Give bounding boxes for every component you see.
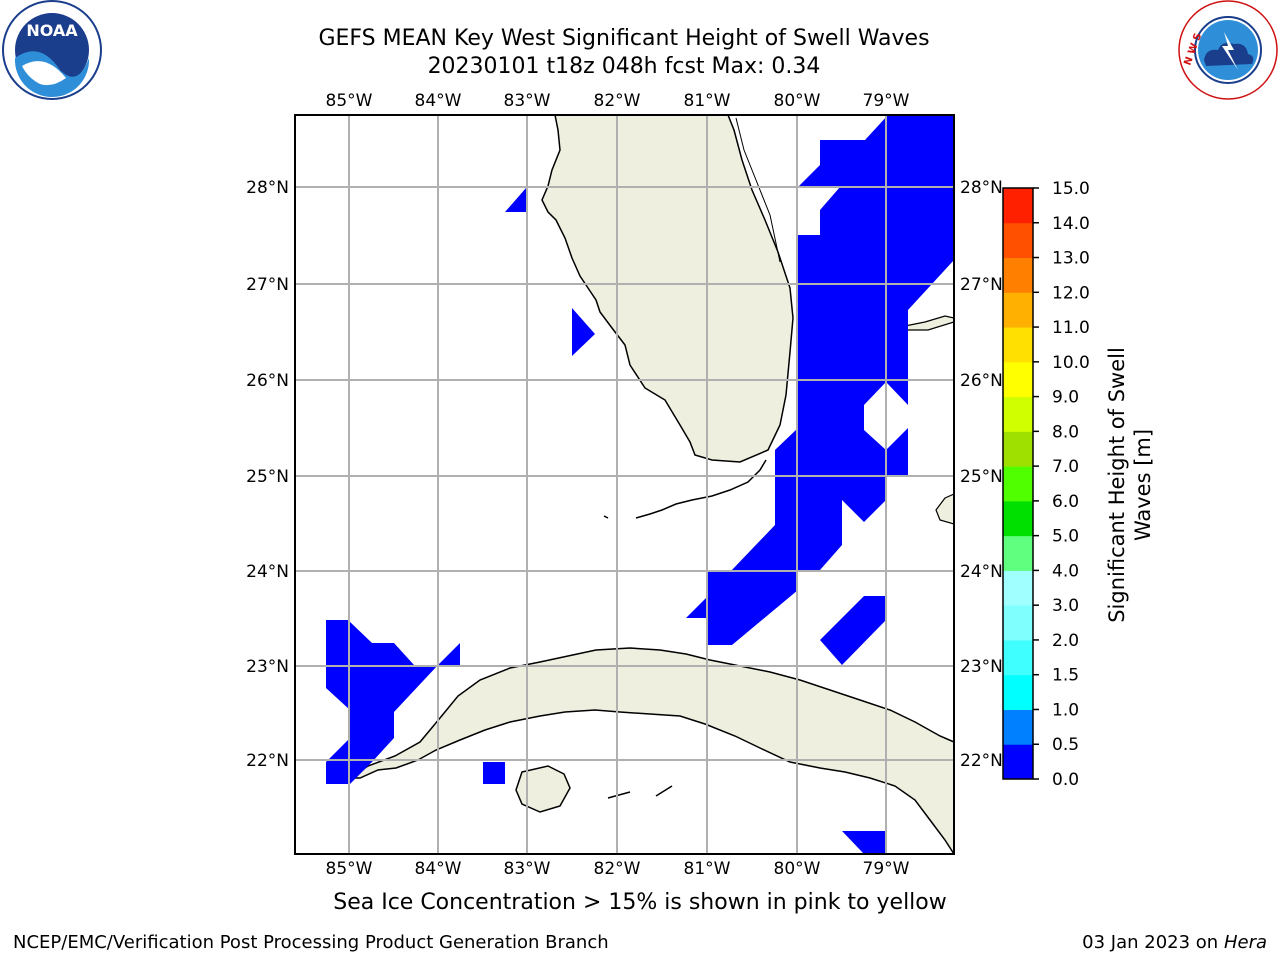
colorbar-tick-label: 7.0 xyxy=(1052,457,1079,477)
colorbar-tick-label: 11.0 xyxy=(1052,318,1090,338)
lon-label: 85°W xyxy=(326,859,373,879)
lat-label: 25°N xyxy=(246,467,289,487)
colorbar-tick-label: 2.0 xyxy=(1052,631,1079,651)
lon-label: 83°W xyxy=(504,91,551,111)
lat-label: 27°N xyxy=(246,275,289,295)
nws-logo-icon: N W S xyxy=(1178,0,1278,100)
footer-date: 03 Jan 2023 on Hera xyxy=(1082,932,1267,953)
lon-label: 84°W xyxy=(415,859,462,879)
colorbar-tick-label: 3.0 xyxy=(1052,596,1079,616)
lat-label: 24°N xyxy=(960,562,1003,582)
colorbar-swatch xyxy=(1003,605,1033,641)
noaa-logo-icon: NOAA xyxy=(2,0,102,100)
colorbar-label-units: Waves [m] xyxy=(1131,429,1155,541)
colorbar-tick-label: 0.5 xyxy=(1052,735,1079,755)
colorbar-tick-label: 4.0 xyxy=(1052,561,1079,581)
lat-label: 24°N xyxy=(246,562,289,582)
colorbar-swatch xyxy=(1003,744,1033,780)
noaa-logo-text: NOAA xyxy=(26,21,78,40)
lon-label: 83°W xyxy=(504,859,551,879)
footer-org: NCEP/EMC/Verification Post Processing Pr… xyxy=(13,932,609,953)
lat-label: 23°N xyxy=(960,657,1003,677)
lat-label: 28°N xyxy=(960,178,1003,198)
lon-label: 82°W xyxy=(594,91,641,111)
map-gridlines xyxy=(295,115,954,854)
lon-label: 79°W xyxy=(863,859,910,879)
footer-host: Hera xyxy=(1223,932,1267,953)
lon-label: 81°W xyxy=(684,859,731,879)
colorbar-ticks: 0.0 0.5 1.0 1.5 2.0 3.0 4.0 5.0 6.0 7.0 8.0 9.0 10.0… xyxy=(1033,179,1090,790)
lon-label: 79°W xyxy=(863,91,910,111)
colorbar-tick-label: 1.5 xyxy=(1052,666,1079,686)
colorbar-tick-label: 1.0 xyxy=(1052,700,1079,720)
lon-labels-top: 85°W 84°W 83°W 82°W 81°W 80°W 79°W xyxy=(326,91,910,111)
lon-labels-bottom: 85°W 84°W 83°W 82°W 81°W 80°W 79°W xyxy=(326,859,910,879)
map-subtitle: 20230101 t18z 048h fcst Max: 0.34 xyxy=(427,54,821,79)
lat-labels-left: 28°N 27°N 26°N 25°N 24°N 23°N 22°N xyxy=(246,178,289,771)
map-frame xyxy=(294,114,955,855)
colorbar-swatch xyxy=(1003,466,1033,502)
lat-label: 22°N xyxy=(960,751,1003,771)
lat-label: 25°N xyxy=(960,467,1003,487)
colorbar-tick-label: 8.0 xyxy=(1052,422,1079,442)
colorbar-tick-label: 14.0 xyxy=(1052,214,1090,234)
colorbar-tick-label: 0.0 xyxy=(1052,770,1079,790)
colorbar-swatch xyxy=(1003,639,1033,676)
colorbar-tick-label: 12.0 xyxy=(1052,283,1090,303)
colorbar-swatch xyxy=(1003,570,1033,606)
colorbar-frame xyxy=(1002,187,1034,780)
lat-label: 28°N xyxy=(246,178,289,198)
lon-label: 84°W xyxy=(415,91,462,111)
lon-label: 82°W xyxy=(594,859,641,879)
map-title: GEFS MEAN Key West Significant Height of… xyxy=(318,26,930,51)
colorbar-swatch xyxy=(1003,431,1033,467)
colorbar-swatch xyxy=(1003,535,1033,571)
colorbar-swatch xyxy=(1003,188,1033,224)
colorbar-swatch xyxy=(1003,222,1033,259)
colorbar-swatch xyxy=(1003,396,1033,432)
colorbar-swatch xyxy=(1003,327,1033,363)
colorbar xyxy=(1003,188,1033,780)
lat-label: 26°N xyxy=(246,371,289,391)
colorbar-swatch xyxy=(1003,674,1033,710)
cuba-landmass xyxy=(347,647,954,854)
colorbar-tick-label: 9.0 xyxy=(1052,388,1079,408)
lat-label: 23°N xyxy=(246,657,289,677)
lat-label: 22°N xyxy=(246,751,289,771)
colorbar-tick-label: 10.0 xyxy=(1052,353,1090,373)
colorbar-swatch xyxy=(1003,709,1033,745)
colorbar-tick-label: 5.0 xyxy=(1052,527,1079,547)
sea-ice-caption: Sea Ice Concentration > 15% is shown in … xyxy=(333,890,947,915)
colorbar-tick-label: 13.0 xyxy=(1052,249,1090,269)
colorbar-tick-label: 6.0 xyxy=(1052,492,1079,512)
colorbar-swatch xyxy=(1003,361,1033,398)
lon-label: 80°W xyxy=(774,91,821,111)
colorbar-swatch xyxy=(1003,500,1033,537)
colorbar-swatch xyxy=(1003,257,1033,293)
colorbar-swatch xyxy=(1003,292,1033,328)
lon-label: 85°W xyxy=(326,91,373,111)
lat-label: 26°N xyxy=(960,371,1003,391)
lat-labels-right: 28°N 27°N 26°N 25°N 24°N 23°N 22°N xyxy=(960,178,1003,771)
lat-label: 27°N xyxy=(960,275,1003,295)
lon-label: 81°W xyxy=(684,91,731,111)
lon-label: 80°W xyxy=(774,859,821,879)
colorbar-label: Significant Height of Swell xyxy=(1105,347,1129,623)
colorbar-tick-label: 15.0 xyxy=(1052,179,1090,199)
